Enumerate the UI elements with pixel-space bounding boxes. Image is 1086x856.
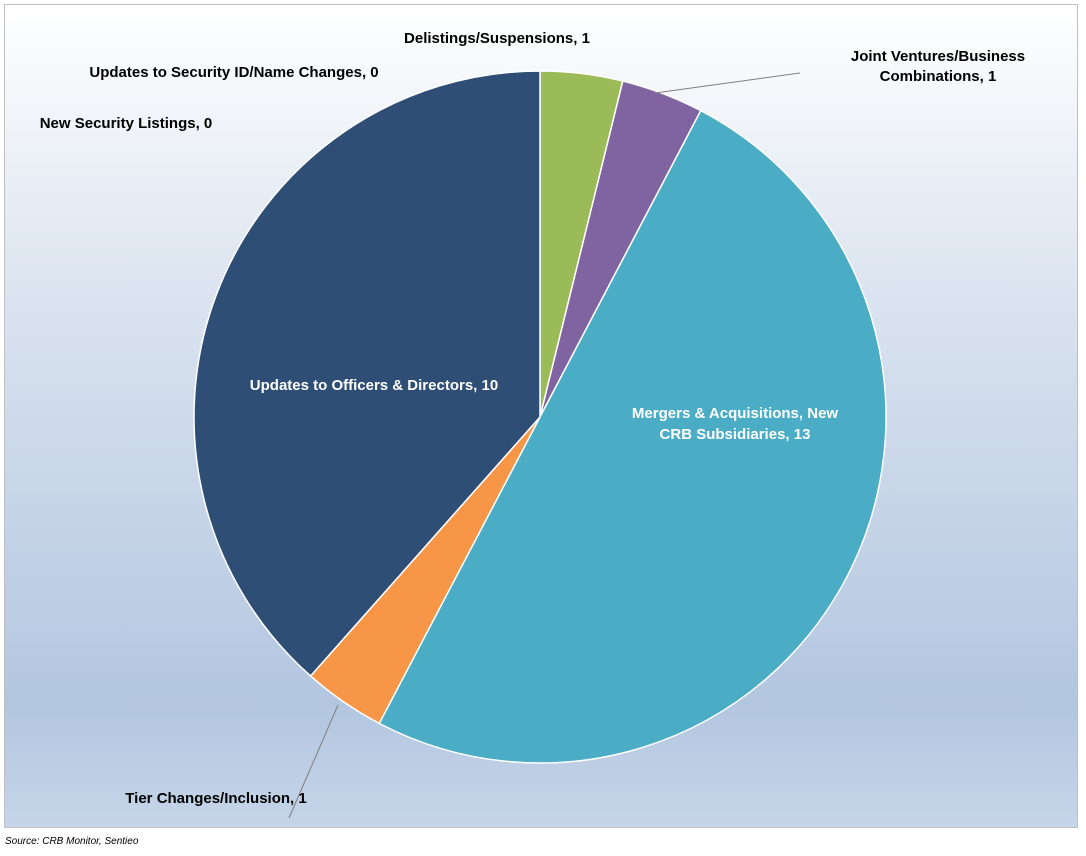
pie-slice-mergers-acquisitions-new-crb-subsidiaries: [378, 109, 887, 764]
data-label-mergers-line1: Mergers & Acquisitions, New: [632, 405, 838, 422]
data-label-security-id: Updates to Security ID/Name Changes, 0: [89, 64, 378, 81]
data-label-joint-ventures-line1: Joint Ventures/Business: [851, 48, 1025, 65]
data-label-officers-directors: Updates to Officers & Directors, 10: [250, 377, 498, 394]
pie-slice-updates-to-officers-directors: [193, 70, 541, 678]
data-label-mergers-line2: CRB Subsidiaries, 13: [660, 426, 811, 443]
leader-line-joint-ventures: [654, 72, 801, 94]
leader-line-tier-changes: [288, 704, 339, 819]
data-label-new-listings: New Security Listings, 0: [40, 115, 213, 132]
source-note: Source: CRB Monitor, Sentieo: [5, 836, 139, 847]
data-label-joint-ventures-line2: Combinations, 1: [880, 68, 997, 85]
data-label-delistings: Delistings/Suspensions, 1: [404, 30, 590, 47]
data-label-tier-changes: Tier Changes/Inclusion, 1: [125, 790, 306, 807]
